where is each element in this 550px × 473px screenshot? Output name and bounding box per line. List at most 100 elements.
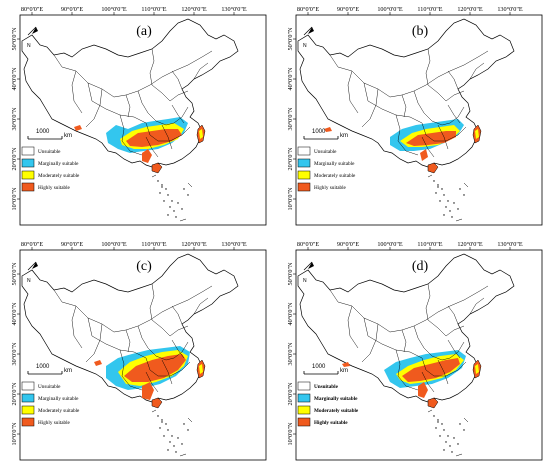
province-boundary [125,94,131,118]
latitude-label: 40°0'0"N [287,302,294,325]
highly-suitable-area [324,127,332,132]
province-boundary [425,283,431,321]
province-boundary [85,323,103,363]
longitude-label: 130°0'0"E [221,6,247,13]
legend-label: Marginally suitable [38,161,79,167]
latitude-label: 30°0'0"N [11,107,18,130]
scale-bar [303,371,339,375]
island-dot [167,214,169,216]
legend-swatch [21,170,35,180]
latitude-label: 40°0'0"N [11,302,18,325]
longitude-label: 100°0'0"E [101,6,127,13]
legend-swatch [21,381,35,391]
longitude-label: 80°0'0"E [21,6,43,13]
scale-bar [27,371,63,375]
north-label: N [303,43,307,49]
legend-swatch [297,417,311,427]
longitude-label: 80°0'0"E [297,6,319,13]
latitude-label: 20°0'0"N [11,147,18,170]
province-boundary [437,124,449,150]
legend-swatch [297,146,311,156]
island-dot [437,186,439,188]
scale-unit: km [64,368,72,374]
map-svg: 80°0'0"E 90°0'0"E 100°0'0"E 110°0'0"E 120°0'… [11,241,267,461]
longitude-label: 120°0'0"E [457,241,483,248]
island-dot [177,202,179,204]
legend-label: Marginally suitable [314,161,355,167]
north-arrow-head-icon [308,27,314,34]
island-dot [167,429,169,431]
island-dot [175,216,177,218]
province-boundary [329,289,391,333]
island-dot [463,429,465,431]
longitude-label: 90°0'0"E [61,241,83,248]
longitude-label: 120°0'0"E [457,6,483,13]
province-boundary [137,325,189,361]
latitude-label: 20°0'0"N [287,147,294,170]
island-dot [457,208,459,210]
province-boundary [193,297,209,315]
longitude-label: 80°0'0"E [21,241,43,248]
island-dot [457,443,459,445]
north-arrow-icon [27,26,37,36]
longitude-label: 90°0'0"E [337,241,359,248]
province-boundary [53,54,115,98]
map-panel-b: 80°0'0"E 90°0'0"E 100°0'0"E 110°0'0"E 120°0'… [278,5,548,235]
island-dot [441,188,443,190]
island-dot [169,206,171,208]
latitude-label: 30°0'0"N [11,342,18,365]
north-label: N [27,43,31,49]
legend-swatch [21,405,35,415]
province-boundary [361,88,379,128]
province-boundary [363,317,411,353]
island-dot [173,210,175,212]
province-boundary [87,317,135,353]
island-dot [443,194,445,196]
island-dot [157,415,159,417]
hainan-island [427,397,439,409]
highly-suitable-area [402,358,460,382]
map-svg: 80°0'0"E 90°0'0"E 100°0'0"E 110°0'0"E 120°0'… [11,6,267,226]
panel-label: (a) [136,24,152,39]
province-boundary [389,50,489,98]
province-boundary [119,349,143,391]
province-boundary [113,50,213,98]
island-dot [173,445,175,447]
island-dot [453,202,455,204]
island-dot [443,449,445,451]
highly-suitable-area [418,382,428,398]
legend-swatch [21,146,35,156]
island-dot [463,194,465,196]
island-dot [445,206,447,208]
map-svg: 80°0'0"E 90°0'0"E 100°0'0"E 110°0'0"E 120°0'… [287,6,543,226]
island-dot [449,445,451,447]
latitude-label: 20°0'0"N [287,382,294,405]
province-boundary [447,339,461,359]
map-panel-c: 80°0'0"E 90°0'0"E 100°0'0"E 110°0'0"E 120°0'… [2,240,272,470]
province-boundary [401,329,407,353]
map-svg: 80°0'0"E 90°0'0"E 100°0'0"E 110°0'0"E 120°0'… [287,241,543,461]
province-boundary [329,54,391,98]
legend-label: Moderately suitable [314,173,356,179]
legend-label: Marginally suitable [38,396,79,402]
latitude-label: 50°0'0"N [11,262,18,285]
island-dot [441,423,443,425]
longitude-label: 110°0'0"E [141,6,166,13]
province-boundary [421,371,435,393]
island-dot [159,192,161,194]
map-frame [295,249,543,461]
panel-label: (b) [412,24,429,39]
taiwan-moderate [475,364,479,374]
province-boundary [347,70,359,114]
legend-swatch [21,158,35,168]
province-boundary [363,82,411,118]
legend-label: Highly suitable [38,420,71,426]
province-boundary [113,285,213,333]
hainan-island [427,162,439,174]
latitude-label: 30°0'0"N [287,342,294,365]
island-dot [157,180,159,182]
province-boundary [151,84,189,102]
island-dot [163,435,165,437]
scale-unit: km [340,133,348,139]
province-boundary [413,325,465,361]
